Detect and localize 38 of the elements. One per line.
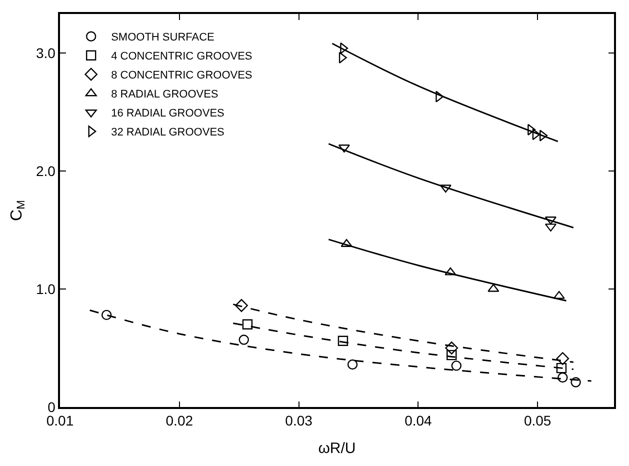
legend-label: 8 RADIAL GROOVES — [111, 88, 218, 101]
point — [570, 377, 581, 388]
y-tick-label: 1.0 — [36, 280, 56, 297]
point — [556, 362, 567, 374]
point — [532, 128, 540, 140]
point — [338, 336, 348, 346]
legend-label: 4 CONCENTRIC GROOVES — [111, 50, 252, 63]
point — [553, 290, 565, 299]
point — [558, 372, 568, 383]
point — [451, 360, 462, 371]
point — [238, 334, 249, 345]
point — [338, 52, 347, 64]
y-tick-label: 2.0 — [36, 162, 56, 179]
legend-label: 32 RADIAL GROOVES — [111, 126, 224, 139]
point — [436, 90, 444, 102]
point — [445, 342, 458, 354]
point — [101, 310, 112, 320]
point — [444, 267, 456, 276]
point — [347, 359, 358, 370]
x-tick-label: 0.02 — [166, 412, 194, 429]
point — [440, 184, 452, 193]
legend-label: 16 RADIAL GROOVES — [111, 108, 224, 120]
x-tick-label: 0.01 — [46, 412, 74, 429]
point — [242, 319, 253, 330]
point — [556, 352, 570, 366]
line-series — [232, 322, 574, 370]
x-axis-title: ωR/U — [318, 440, 356, 458]
point — [528, 124, 536, 136]
y-tick-label: 3.0 — [36, 44, 56, 61]
point — [235, 299, 248, 312]
x-tick-label: 0.05 — [524, 412, 552, 429]
x-tick-label: 0.03 — [285, 412, 313, 429]
legend-label: 8 CONCENTRIC GROOVES — [111, 70, 252, 82]
point — [446, 350, 457, 360]
y-tick-label: 0 — [48, 398, 56, 415]
point — [488, 284, 500, 292]
legend-label: SMOOTH SURFACE — [111, 32, 214, 44]
x-tick-label: 0.04 — [404, 412, 432, 429]
